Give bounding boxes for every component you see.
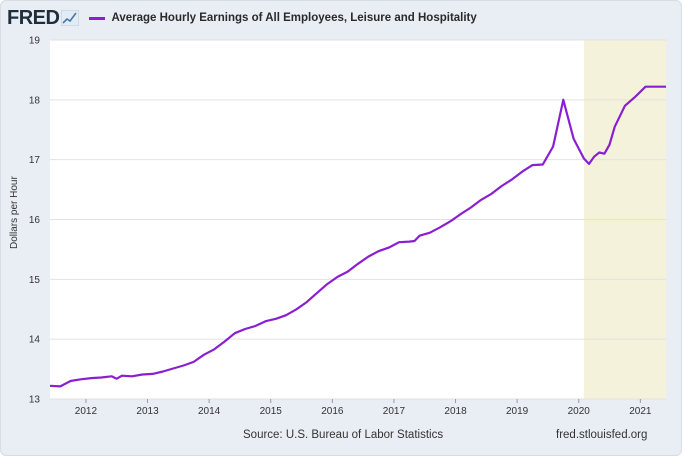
chart-legend[interactable]: Average Hourly Earnings of All Employees… <box>89 12 477 24</box>
x-tick-label: 2020 <box>568 406 591 417</box>
y-tick-label: 17 <box>29 155 41 166</box>
chart-plot: 13 14 15 16 17 18 19 2012 2013 2014 2015 2016 2017 20… <box>29 36 667 417</box>
y-tick-label: 14 <box>29 335 41 346</box>
x-tick-label: 2013 <box>136 406 159 417</box>
fred-url[interactable]: fred.stlouisfed.org <box>556 429 648 441</box>
x-tick-label: 2017 <box>383 406 406 417</box>
chart-header: FRED Average Hourly Earnings of All Empl… <box>7 7 477 29</box>
x-tick-label: 2012 <box>75 406 98 417</box>
fred-logo[interactable]: FRED <box>7 6 80 30</box>
series-line <box>49 85 666 388</box>
legend-label: Average Hourly Earnings of All Employees… <box>111 12 477 24</box>
fred-logo-text: FRED <box>7 6 60 29</box>
x-tick-label: 2019 <box>506 406 529 417</box>
y-tick-label: 13 <box>29 395 41 406</box>
x-tick-label: 2016 <box>321 406 344 417</box>
x-tick-label: 2018 <box>444 406 467 417</box>
x-tick-label: 2015 <box>260 406 283 417</box>
y-tick-label: 19 <box>29 36 41 47</box>
y-tick-label: 16 <box>29 215 41 226</box>
y-tick-label: 15 <box>29 275 41 286</box>
x-tick-label: 2014 <box>198 406 221 417</box>
x-tick-label: 2021 <box>629 406 652 417</box>
source-note: Source: U.S. Bureau of Labor Statistics <box>243 429 444 441</box>
y-tick-label: 18 <box>29 95 41 106</box>
legend-swatch <box>89 16 106 20</box>
trend-line-icon <box>61 10 80 26</box>
